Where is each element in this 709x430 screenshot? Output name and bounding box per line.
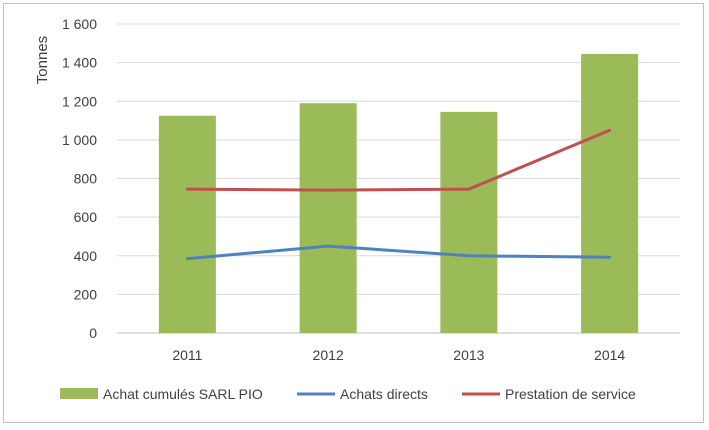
y-tick-label: 200 — [74, 286, 98, 302]
x-tick-label: 2011 — [172, 347, 202, 363]
x-tick-label: 2013 — [453, 347, 484, 363]
bar-2013[interactable] — [440, 111, 498, 333]
bar-2012[interactable] — [299, 103, 357, 334]
legend-label: Prestation de service — [505, 386, 636, 402]
series-line-1[interactable] — [185, 244, 612, 261]
bar-2011[interactable] — [158, 115, 216, 333]
y-axis-title: Tonnes — [34, 36, 51, 84]
y-tick-label: 0 — [89, 325, 97, 341]
y-tick-label: 1 400 — [62, 55, 97, 71]
y-tick-label: 600 — [74, 209, 98, 225]
y-axis-ticks: 0 200 400 600 800 1 000 1 200 1 400 1 600 — [62, 16, 97, 341]
legend-swatch — [60, 388, 98, 399]
x-tick-label: 2012 — [313, 347, 344, 363]
y-tick-label: 400 — [74, 248, 98, 264]
y-tick-label: 800 — [74, 171, 98, 187]
legend-label: Achats directs — [340, 386, 428, 402]
x-axis-ticks: 2011 2012 2013 2014 — [172, 347, 625, 363]
series-lines — [185, 128, 612, 261]
legend-label: Achat cumulés SARL PIO — [103, 386, 263, 402]
legend-item[interactable]: Prestation de service — [462, 386, 636, 402]
legend[interactable]: Achat cumulés SARL PIO Achats directs Pres… — [60, 386, 636, 402]
x-tick-label: 2014 — [594, 347, 625, 363]
bar-2014[interactable] — [581, 53, 639, 333]
legend-item[interactable]: Achat cumulés SARL PIO — [60, 386, 263, 402]
bars — [158, 53, 639, 334]
y-tick-label: 1 600 — [62, 16, 97, 32]
series-line-2[interactable] — [185, 128, 612, 192]
y-tick-label: 1 000 — [62, 132, 97, 148]
y-tick-label: 1 200 — [62, 93, 97, 109]
legend-item[interactable]: Achats directs — [297, 386, 428, 402]
